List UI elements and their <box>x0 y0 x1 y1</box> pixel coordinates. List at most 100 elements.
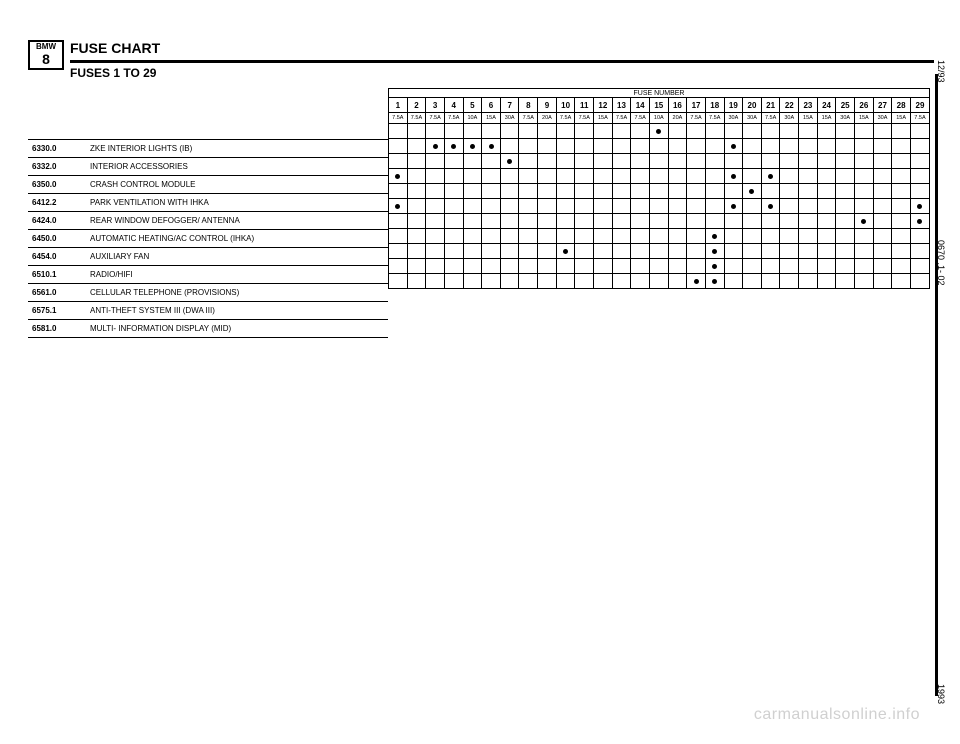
fuse-cell <box>612 154 631 169</box>
fuse-cell <box>444 169 463 184</box>
fuse-number-header: 3 <box>426 98 445 113</box>
fuse-cell <box>649 139 668 154</box>
fuse-cell <box>910 259 929 274</box>
fuse-cell <box>500 259 519 274</box>
fuse-cell <box>687 214 706 229</box>
fuse-cell <box>538 214 557 229</box>
fuse-cell <box>556 229 575 244</box>
fuse-cell <box>389 139 408 154</box>
fuse-amp-header: 7.5A <box>519 113 538 124</box>
fuse-cell <box>817 274 836 289</box>
fuse-cell <box>780 199 799 214</box>
fuse-cell <box>389 229 408 244</box>
fuse-cell <box>631 184 650 199</box>
row-code: 6450.0 <box>28 230 86 248</box>
fuse-amp-header: 15A <box>855 113 874 124</box>
fuse-cell <box>780 124 799 139</box>
row-desc: RADIO/HIFI <box>86 266 388 284</box>
fuse-cell <box>463 199 482 214</box>
row-desc: CELLULAR TELEPHONE (PROVISIONS) <box>86 284 388 302</box>
fuse-chart: FUSE NUMBER 1234567891011121314151617181… <box>388 88 930 289</box>
fuse-cell <box>743 274 762 289</box>
fuse-number-header: 24 <box>817 98 836 113</box>
fuse-cell <box>761 259 780 274</box>
fuse-cell <box>631 154 650 169</box>
fuse-cell <box>910 184 929 199</box>
fuse-cell <box>500 139 519 154</box>
fuse-number-header: 7 <box>500 98 519 113</box>
fuse-cell <box>705 154 724 169</box>
dot-icon <box>433 144 438 149</box>
fuse-cell <box>444 229 463 244</box>
dot-icon <box>917 219 922 224</box>
fuse-cell <box>892 124 911 139</box>
row-desc: MULTI- INFORMATION DISPLAY (MID) <box>86 320 388 338</box>
fuse-cell <box>482 259 501 274</box>
fuse-cell <box>910 169 929 184</box>
fuse-cell <box>538 154 557 169</box>
row-code: 6581.0 <box>28 320 86 338</box>
fuse-number-header: 21 <box>761 98 780 113</box>
fuse-cell <box>817 124 836 139</box>
fuse-number-header: 5 <box>463 98 482 113</box>
fuse-cell <box>687 229 706 244</box>
fuse-cell <box>817 184 836 199</box>
fuse-cell <box>873 259 892 274</box>
fuse-cell <box>407 154 426 169</box>
fuse-cell <box>817 169 836 184</box>
fuse-cell <box>389 274 408 289</box>
fuse-number-header: 6 <box>482 98 501 113</box>
fuse-cell <box>799 169 818 184</box>
row-desc: INTERIOR ACCESSORIES <box>86 158 388 176</box>
fuse-cell <box>575 169 594 184</box>
fuse-amp-header: 15A <box>892 113 911 124</box>
fuse-cell <box>687 199 706 214</box>
fuse-amp-header: 20A <box>668 113 687 124</box>
fuse-cell <box>873 214 892 229</box>
fuse-cell <box>631 274 650 289</box>
fuse-number-header: 19 <box>724 98 743 113</box>
fuse-cell <box>873 229 892 244</box>
fuse-cell <box>463 274 482 289</box>
fuse-cell <box>780 184 799 199</box>
row-desc: REAR WINDOW DEFOGGER/ ANTENNA <box>86 212 388 230</box>
fuse-cell <box>463 124 482 139</box>
fuse-cell <box>836 229 855 244</box>
fuse-cell <box>687 124 706 139</box>
fuse-cell <box>444 154 463 169</box>
fuse-cell <box>649 259 668 274</box>
fuse-cell <box>575 244 594 259</box>
dot-icon <box>861 219 866 224</box>
fuse-cell <box>649 274 668 289</box>
fuse-cell <box>519 244 538 259</box>
fuse-number-header: 10 <box>556 98 575 113</box>
fuse-cell <box>631 259 650 274</box>
fuse-cell <box>873 184 892 199</box>
fuse-cell <box>743 154 762 169</box>
fuse-amp-header: 7.5A <box>556 113 575 124</box>
fuse-cell <box>649 154 668 169</box>
dot-icon <box>712 279 717 284</box>
fuse-number-label: FUSE NUMBER <box>388 88 930 97</box>
dot-icon <box>731 204 736 209</box>
page-subtitle: FUSES 1 TO 29 <box>70 66 156 80</box>
dot-icon <box>768 174 773 179</box>
fuse-cell <box>519 259 538 274</box>
fuse-cell <box>500 169 519 184</box>
fuse-cell <box>407 139 426 154</box>
fuse-cell <box>389 154 408 169</box>
fuse-cell <box>500 154 519 169</box>
fuse-cell <box>463 259 482 274</box>
fuse-cell <box>575 274 594 289</box>
fuse-amp-header: 30A <box>500 113 519 124</box>
fuse-cell <box>724 244 743 259</box>
fuse-cell <box>538 199 557 214</box>
fuse-cell <box>612 244 631 259</box>
fuse-cell <box>594 274 613 289</box>
fuse-cell <box>724 154 743 169</box>
fuse-amp-header: 30A <box>724 113 743 124</box>
fuse-number-header: 8 <box>519 98 538 113</box>
fuse-cell <box>426 154 445 169</box>
fuse-amp-header: 7.5A <box>687 113 706 124</box>
fuse-cell <box>407 274 426 289</box>
